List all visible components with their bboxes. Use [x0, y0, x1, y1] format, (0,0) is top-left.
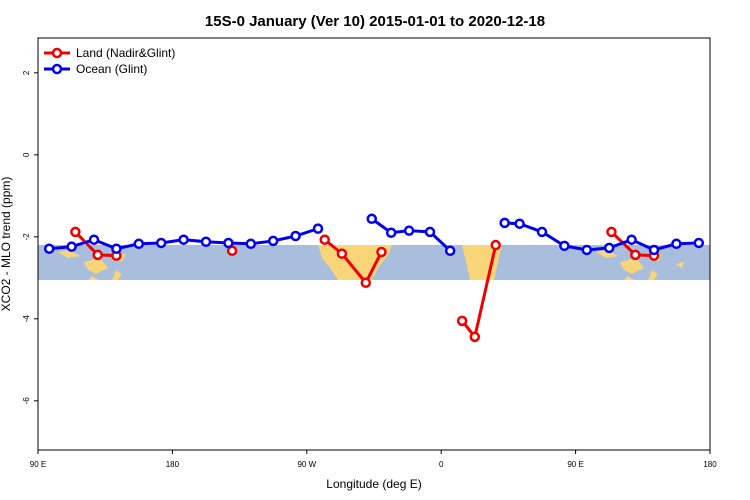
legend-label: Ocean (Glint) [76, 62, 147, 76]
point [360, 277, 372, 288]
point [536, 226, 548, 238]
point [133, 238, 145, 250]
point [200, 236, 212, 247]
point [290, 230, 301, 242]
point [226, 245, 238, 257]
point [626, 234, 637, 245]
point [155, 237, 167, 249]
point [403, 225, 415, 236]
point [469, 331, 481, 343]
point [693, 237, 705, 249]
y-tick-label: -6 [22, 397, 31, 405]
point [671, 238, 682, 250]
legend-label: Land (Nadir&Glint) [76, 46, 175, 60]
point [456, 315, 468, 327]
plot-frame [37, 37, 711, 451]
point [88, 234, 100, 245]
point [92, 249, 103, 261]
land-americas [318, 245, 392, 280]
point [245, 238, 257, 250]
point [385, 227, 397, 238]
x-tick-label: 180 [703, 460, 717, 469]
land-africa [462, 245, 502, 280]
land-west-pacific-repeat [596, 250, 684, 280]
point [178, 234, 189, 245]
point [366, 213, 378, 225]
point [606, 226, 617, 238]
point [603, 242, 615, 254]
x-tick-label: 90 E [30, 460, 46, 469]
legend-marker [51, 63, 63, 75]
y-axis-label: XCO2 - MLO trend (ppm) [0, 177, 13, 312]
point [559, 240, 570, 252]
y-tick-label: -2 [22, 233, 31, 241]
x-axis-label: Longitude (deg E) [326, 477, 421, 491]
x-tick-label: 90 E [567, 460, 583, 469]
land-west-pacific [58, 250, 126, 280]
point [648, 244, 660, 256]
point [66, 241, 77, 252]
y-tick-label: 2 [22, 70, 31, 75]
point [312, 223, 324, 234]
x-tick-label: 0 [439, 460, 444, 469]
point [223, 237, 234, 249]
point [70, 226, 81, 238]
point [43, 243, 55, 254]
legend-marker [51, 47, 63, 59]
point [376, 246, 387, 258]
x-tick-label: 180 [166, 460, 180, 469]
point [111, 243, 122, 254]
point [499, 217, 510, 229]
y-tick-label: -4 [22, 315, 31, 323]
point [267, 235, 279, 247]
point [336, 248, 348, 259]
point [490, 239, 501, 251]
point [319, 234, 330, 245]
point [581, 244, 593, 256]
x-tick-label: 90 W [297, 460, 316, 469]
point [630, 249, 641, 261]
map-strip [38, 245, 710, 280]
y-tick-label: 0 [22, 152, 31, 157]
point [424, 226, 436, 238]
point [514, 218, 525, 229]
point [444, 245, 456, 257]
chart-title: 15S-0 January (Ver 10) 2015-01-01 to 202… [205, 13, 545, 30]
